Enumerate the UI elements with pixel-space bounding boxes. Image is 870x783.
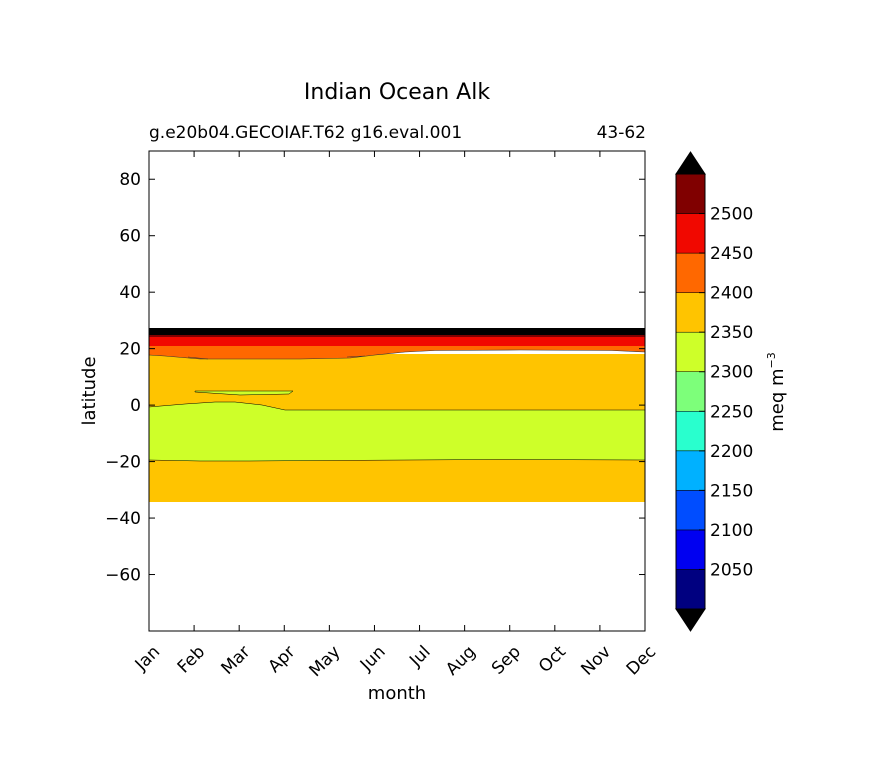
colorbar-tick-label: 2350 bbox=[710, 323, 753, 343]
region-over-2550-band bbox=[149, 328, 645, 335]
x-tick-label: Oct bbox=[535, 642, 570, 677]
y-tick-label: 80 bbox=[119, 170, 141, 190]
contour-line-2400-dip bbox=[187, 355, 366, 360]
colorbar-tick-label: 2500 bbox=[710, 205, 753, 225]
colorbar-tick-label: 2250 bbox=[710, 402, 753, 422]
colorbar-tick-label: 2050 bbox=[710, 560, 753, 580]
colorbar-extend-over bbox=[675, 151, 706, 175]
colorbar-tick-label: 2150 bbox=[710, 481, 753, 501]
colorbar: 2050 2100 2150 2200 2250 2300 2350 2400 2450 2500 bbox=[675, 151, 753, 632]
colorbar-extend-under bbox=[675, 608, 706, 632]
colorbar-segment bbox=[675, 331, 706, 372]
colorbar-segment bbox=[675, 173, 706, 214]
x-tick-label: Jun bbox=[356, 642, 390, 676]
x-tick-label: Aug bbox=[442, 642, 480, 680]
colorbar-segment bbox=[675, 411, 706, 452]
x-axis-label: month bbox=[368, 683, 426, 704]
y-tick-label: 20 bbox=[119, 340, 141, 360]
chart-subtitle-left: g.e20b04.GECOIAF.T62 g16.eval.001 bbox=[149, 123, 462, 143]
contour-line-2400 bbox=[148, 349, 646, 360]
x-tick-label: Jul bbox=[405, 642, 434, 671]
x-tick-label: Feb bbox=[174, 642, 209, 677]
region-2500-2550-band bbox=[149, 335, 645, 337]
x-tick-label: May bbox=[306, 642, 345, 681]
chart-subtitle-right: 43-62 bbox=[597, 123, 646, 143]
colorbar-tick-label: 2300 bbox=[710, 363, 753, 383]
region-2450-2500-band bbox=[149, 337, 645, 346]
x-tick-label: Dec bbox=[623, 642, 660, 679]
region-2300-2350-patch bbox=[194, 390, 294, 396]
colorbar-tick-label: 2100 bbox=[710, 521, 753, 541]
region-2300-2350-equatorial bbox=[148, 401, 646, 462]
x-tick-label: Apr bbox=[264, 642, 299, 677]
colorbar-segment bbox=[675, 569, 706, 610]
colorbar-segment bbox=[675, 450, 706, 491]
plot-area: Jan Feb Mar Apr May Jun Jul Aug Sep Oct Nov Dec 80 6… bbox=[105, 150, 660, 681]
colorbar-segment bbox=[675, 213, 706, 254]
colorbar-tick-label: 2200 bbox=[710, 442, 753, 462]
colorbar-frame bbox=[675, 173, 706, 610]
colorbar-tick-label: 2450 bbox=[710, 244, 753, 264]
x-tick-label: Jan bbox=[131, 642, 164, 675]
y-tick-label: −40 bbox=[105, 509, 141, 529]
y-tick-label: 40 bbox=[119, 283, 141, 303]
x-tick-label: Nov bbox=[577, 642, 615, 680]
colorbar-segment bbox=[675, 252, 706, 293]
colorbar-tick-label: 2400 bbox=[710, 284, 753, 304]
colorbar-segment bbox=[675, 490, 706, 531]
y-axis: 80 60 40 20 0 −20 −40 −60 bbox=[105, 170, 645, 586]
y-tick-label: −60 bbox=[105, 566, 141, 586]
y-axis-label: latitude bbox=[79, 356, 100, 425]
chart-title: Indian Ocean Alk bbox=[304, 80, 490, 105]
colorbar-segment bbox=[675, 529, 706, 570]
y-tick-label: 0 bbox=[130, 396, 141, 416]
colorbar-label: meq m−3 bbox=[765, 352, 788, 432]
colorbar-segment bbox=[675, 292, 706, 333]
plot-frame bbox=[148, 150, 646, 632]
y-tick-label: 60 bbox=[119, 227, 141, 247]
y-tick-label: −20 bbox=[105, 453, 141, 473]
x-tick-label: Mar bbox=[218, 642, 255, 679]
colorbar-segment bbox=[675, 371, 706, 412]
x-tick-label: Sep bbox=[488, 642, 525, 679]
